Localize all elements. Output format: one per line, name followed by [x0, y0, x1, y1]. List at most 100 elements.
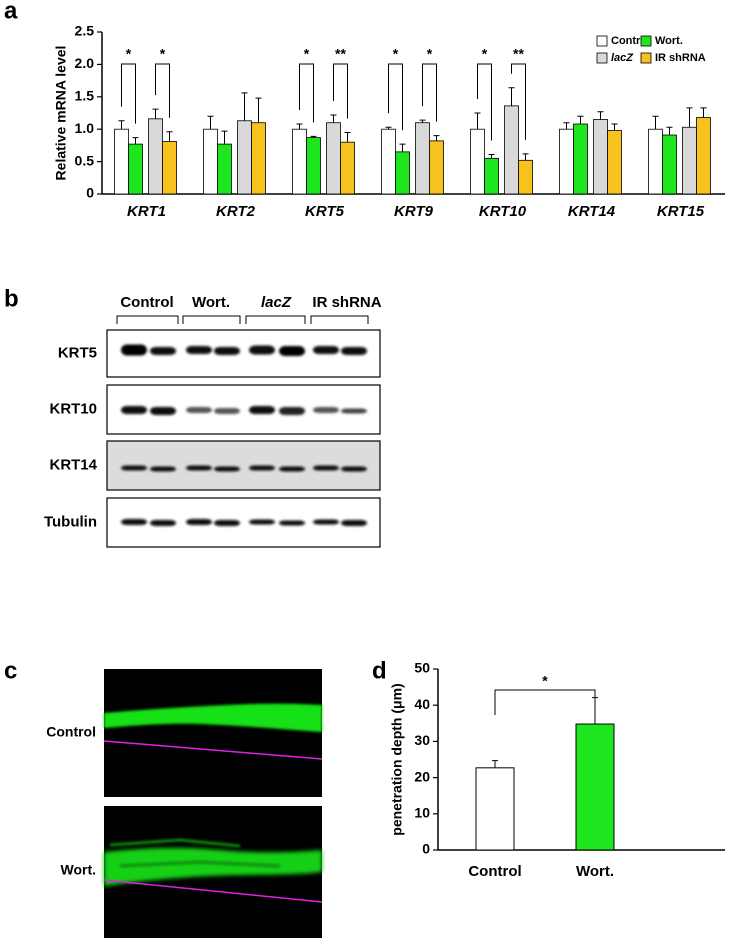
blot-band [121, 465, 147, 471]
significance-label: ** [513, 46, 524, 62]
legend-label: Wort. [655, 35, 683, 47]
bar [326, 122, 341, 195]
blot-group-bracket [182, 315, 241, 324]
error-bar [592, 697, 598, 725]
blot-band [341, 466, 367, 472]
error-bar [700, 107, 707, 118]
legend-label: Control [611, 35, 650, 47]
error-bar [611, 123, 618, 131]
blot-band [249, 345, 275, 355]
error-bar [652, 115, 659, 130]
blot-band [313, 407, 339, 413]
legend-swatch [596, 35, 608, 47]
bar [559, 128, 574, 195]
blot-band [186, 519, 212, 525]
significance-label: * [427, 46, 433, 62]
blot-band [186, 407, 212, 413]
bar [237, 120, 252, 195]
error-bar [310, 135, 317, 138]
error-bar [433, 135, 440, 141]
blot-band [249, 406, 275, 414]
error-bar [474, 112, 481, 130]
error-bar [666, 126, 673, 136]
bar [381, 128, 396, 195]
bar [306, 137, 321, 195]
significance-label: * [160, 46, 166, 62]
y-tick-label: 1.0 [75, 120, 95, 136]
error-bar [577, 115, 584, 125]
blot-row-label: Tubulin [44, 513, 97, 530]
blot-band [121, 344, 147, 356]
bar [148, 118, 163, 195]
bar [518, 159, 533, 195]
blot-band [279, 407, 305, 415]
error-bar [255, 97, 262, 123]
bar [217, 143, 232, 195]
error-bar [686, 107, 693, 128]
bar [162, 141, 177, 195]
bar [340, 141, 355, 195]
bar [648, 128, 663, 195]
error-bar [330, 114, 337, 123]
panel-label: d [372, 657, 387, 684]
bar [484, 157, 499, 195]
blot-band [214, 520, 240, 526]
x-tick-label: KRT9 [394, 203, 434, 220]
significance-bracket [388, 63, 403, 131]
error-bar [563, 122, 570, 130]
error-bar [597, 111, 604, 120]
bar [292, 128, 307, 195]
y-axis-label: penetration depth (μm) [389, 683, 405, 835]
x-tick-label: Wort. [576, 863, 614, 880]
significance-bracket [477, 63, 492, 141]
error-bar [132, 137, 139, 145]
y-tick-label: 50 [414, 660, 430, 676]
legend-label: lacZ [611, 52, 634, 64]
blot-frame [106, 440, 381, 491]
micrograph-control [103, 669, 323, 797]
legend-swatch [640, 35, 652, 47]
x-tick-label: KRT2 [216, 203, 256, 220]
legend-swatch [596, 52, 608, 64]
error-bar [399, 143, 406, 152]
blot-band [313, 519, 339, 525]
x-tick-label: Control [468, 863, 521, 880]
significance-bracket [155, 63, 170, 118]
error-bar [385, 126, 392, 130]
significance-label: * [126, 46, 132, 62]
y-tick-label: 10 [414, 805, 430, 821]
x-tick-label: KRT10 [479, 203, 527, 220]
blot-band [279, 520, 305, 526]
blot-band [279, 346, 305, 356]
y-tick-label: 2.0 [75, 55, 95, 71]
significance-label: * [482, 46, 488, 62]
y-tick-label: 20 [414, 768, 430, 784]
blot-band [279, 466, 305, 472]
blot-group-label: lacZ [261, 294, 292, 311]
panel-label: c [4, 657, 17, 684]
bar [504, 105, 519, 195]
blot-band [214, 347, 240, 355]
bar [114, 128, 129, 195]
blot-band [121, 519, 147, 525]
blot-group-bracket [245, 315, 306, 324]
y-tick-label: 40 [414, 696, 430, 712]
bar [682, 126, 697, 195]
error-bar [241, 92, 248, 121]
blot-band [341, 347, 367, 355]
significance-bracket [121, 63, 136, 124]
error-bar [221, 130, 228, 145]
blot-band [249, 465, 275, 471]
bar [395, 151, 410, 195]
significance-label: * [304, 46, 310, 62]
blot-band [341, 408, 367, 414]
bar [662, 134, 677, 195]
blot-band [341, 520, 367, 526]
blot-band [186, 465, 212, 471]
panel-label: a [4, 0, 18, 24]
bar [575, 723, 615, 851]
x-tick-label: KRT1 [127, 203, 166, 220]
bar [128, 143, 143, 195]
